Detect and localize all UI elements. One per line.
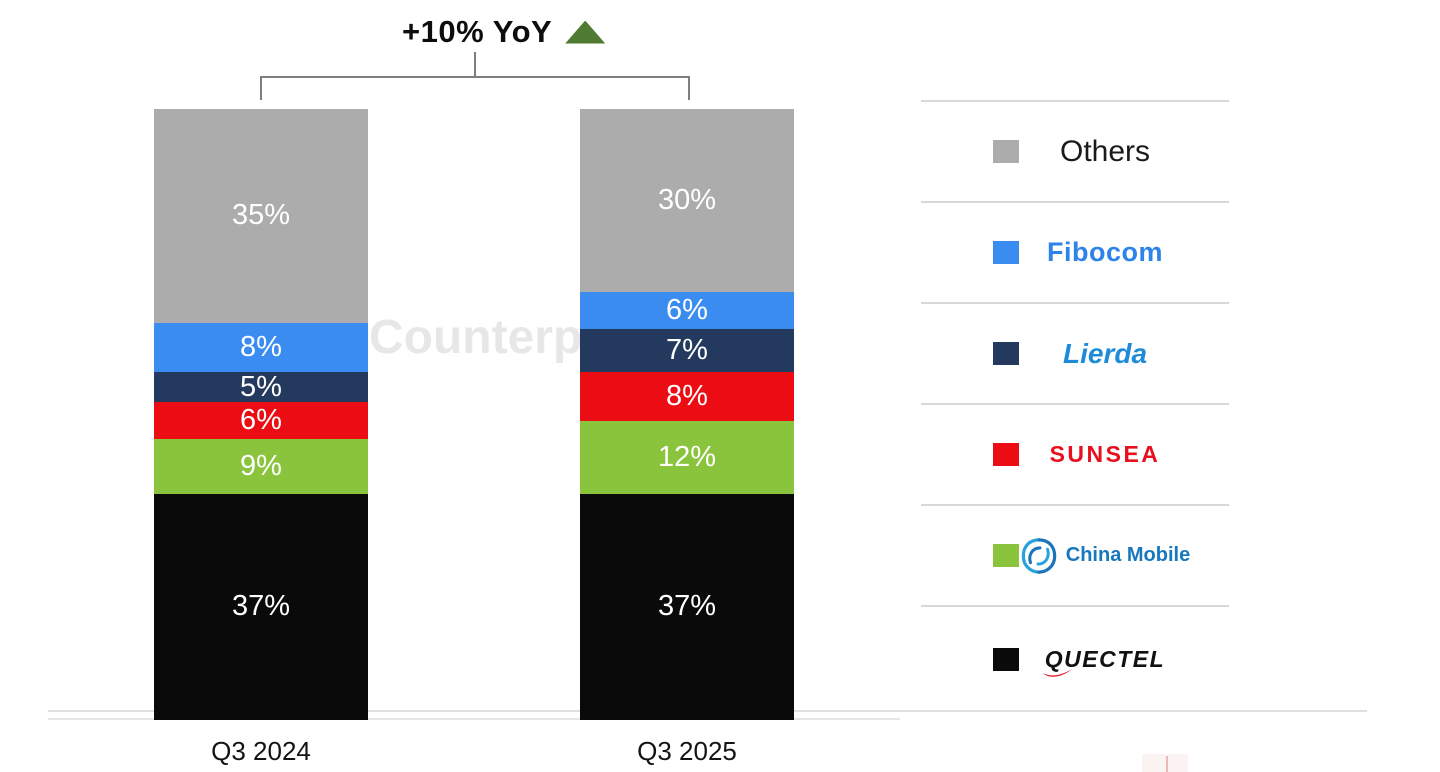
segment-quectel: 37% [580, 493, 794, 720]
segment-china-mobile: 12% [580, 420, 794, 494]
segment-value-label: 30% [657, 184, 717, 217]
segment-china-mobile: 9% [154, 438, 368, 494]
counterpoint-watermark: Counterp [369, 311, 583, 364]
quectel-label: QUECTEL [1044, 645, 1166, 672]
segment-value-label: 35% [231, 199, 291, 232]
fibocom-logo: Fibocom [1047, 237, 1163, 267]
segment-value-label: 5% [240, 371, 282, 403]
segment-fibocom: 6% [580, 292, 794, 329]
x-axis-label: Q3 2024 [211, 736, 311, 766]
segment-fibocom: 8% [154, 322, 368, 372]
segment-value-label: 37% [231, 590, 291, 623]
legend-row-sunsea: SUNSEA [921, 403, 1229, 504]
yoy-annotation-text: +10% YoY [402, 14, 553, 49]
segment-value-label: 6% [240, 404, 282, 437]
china-mobile-swirl-icon [1021, 537, 1057, 574]
segment-value-label: 7% [666, 333, 708, 366]
yoy-bracket-left-tick [260, 76, 262, 100]
fibocom-swatch [993, 241, 1019, 264]
faint-edge-artifact [1142, 754, 1188, 772]
yoy-bracket-stem [474, 52, 476, 78]
baseline-short [48, 718, 900, 720]
legend-row-china-mobile: China Mobile [921, 504, 1229, 605]
legend-row-lierda: Lierda [921, 302, 1229, 403]
legend-row-quectel: QUECTEL [921, 605, 1229, 711]
lierda-logo: Lierda [1062, 337, 1148, 369]
quectel-logo: QUECTEL [1042, 645, 1166, 677]
quectel-swoosh-icon [1042, 668, 1072, 677]
yoy-annotation: +10% YoY [402, 14, 606, 50]
sunsea-swatch [993, 443, 1019, 466]
segment-others: 30% [580, 109, 794, 293]
stacked-bar-q3-2024: 35% 8% 5% 6% 9% 37% [154, 109, 368, 720]
legend-row-fibocom: Fibocom [921, 201, 1229, 302]
china-mobile-swatch [993, 544, 1019, 567]
segment-value-label: 6% [666, 294, 708, 327]
segment-sunsea: 6% [154, 402, 368, 439]
segment-lierda: 7% [580, 328, 794, 372]
segment-others: 35% [154, 109, 368, 323]
sunsea-logo: SUNSEA [1049, 441, 1161, 467]
legend-row-others: Others [921, 100, 1229, 201]
segment-value-label: 12% [657, 440, 717, 473]
others-label: Others [1059, 134, 1151, 168]
segment-value-label: 8% [240, 330, 282, 363]
china-mobile-logo: China Mobile [1020, 537, 1190, 575]
segment-value-label: 37% [657, 590, 717, 623]
segment-value-label: 8% [666, 379, 708, 412]
segment-value-label: 9% [240, 449, 282, 482]
legend: Others Fibocom Lierda SUNSEA [921, 100, 1229, 711]
up-triangle-icon [565, 20, 606, 44]
others-swatch [993, 140, 1019, 163]
china-mobile-label: China Mobile [1065, 544, 1191, 566]
segment-sunsea: 8% [580, 371, 794, 421]
segment-lierda: 5% [154, 371, 368, 403]
x-axis-label: Q3 2025 [637, 736, 737, 766]
lierda-swatch [993, 342, 1019, 365]
segment-quectel: 37% [154, 493, 368, 720]
quectel-swatch [993, 647, 1019, 671]
yoy-bracket-right-tick [688, 76, 690, 100]
stacked-bar-q3-2025: 30% 6% 7% 8% 12% 37% [580, 109, 794, 720]
